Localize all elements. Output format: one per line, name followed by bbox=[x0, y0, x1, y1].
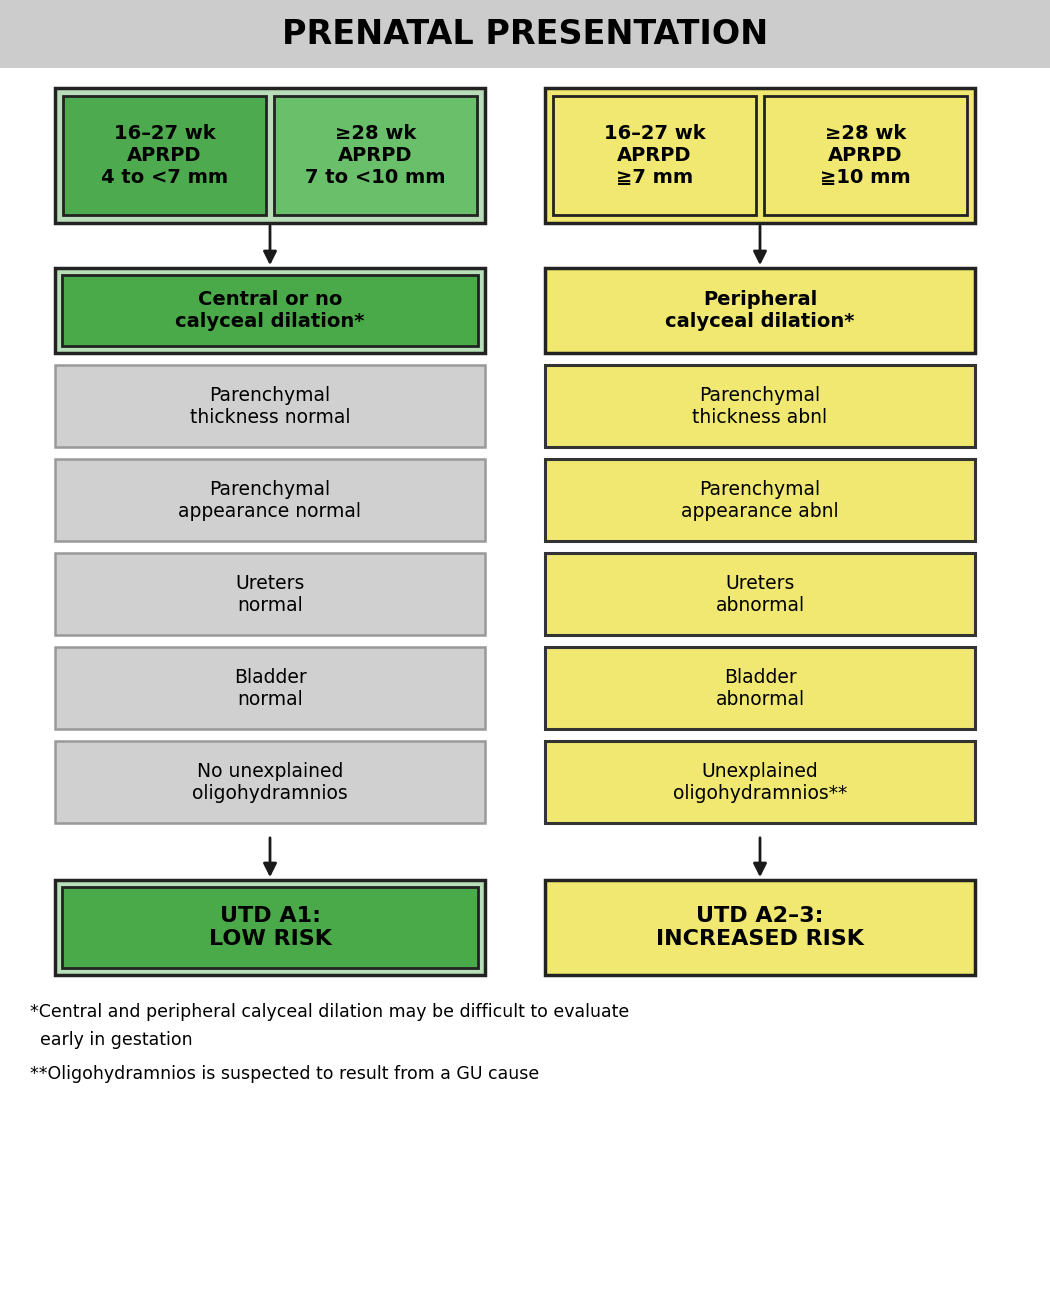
FancyBboxPatch shape bbox=[545, 366, 975, 447]
Text: Parenchymal
appearance abnl: Parenchymal appearance abnl bbox=[681, 480, 839, 521]
FancyBboxPatch shape bbox=[55, 880, 485, 974]
FancyBboxPatch shape bbox=[553, 96, 756, 214]
FancyBboxPatch shape bbox=[0, 0, 1050, 68]
FancyBboxPatch shape bbox=[55, 88, 485, 224]
Text: Central or no
calyceal dilation*: Central or no calyceal dilation* bbox=[175, 291, 364, 331]
Text: 16–27 wk
APRPD
≧7 mm: 16–27 wk APRPD ≧7 mm bbox=[604, 124, 706, 187]
Text: UTD A1:
LOW RISK: UTD A1: LOW RISK bbox=[209, 906, 332, 949]
Text: 16–27 wk
APRPD
4 to <7 mm: 16–27 wk APRPD 4 to <7 mm bbox=[101, 124, 228, 187]
Text: UTD A2–3:
INCREASED RISK: UTD A2–3: INCREASED RISK bbox=[656, 906, 864, 949]
FancyBboxPatch shape bbox=[62, 888, 478, 968]
FancyBboxPatch shape bbox=[274, 96, 477, 214]
FancyBboxPatch shape bbox=[55, 740, 485, 823]
FancyBboxPatch shape bbox=[55, 459, 485, 540]
Text: Ureters
normal: Ureters normal bbox=[235, 573, 304, 614]
Text: Bladder
abnormal: Bladder abnormal bbox=[715, 668, 804, 709]
Text: Ureters
abnormal: Ureters abnormal bbox=[715, 573, 804, 614]
FancyBboxPatch shape bbox=[545, 268, 975, 352]
FancyBboxPatch shape bbox=[545, 740, 975, 823]
FancyBboxPatch shape bbox=[545, 459, 975, 540]
FancyBboxPatch shape bbox=[545, 88, 975, 224]
Text: ≥28 wk
APRPD
7 to <10 mm: ≥28 wk APRPD 7 to <10 mm bbox=[306, 124, 446, 187]
Text: Parenchymal
appearance normal: Parenchymal appearance normal bbox=[178, 480, 361, 521]
Text: PRENATAL PRESENTATION: PRENATAL PRESENTATION bbox=[281, 17, 769, 50]
FancyBboxPatch shape bbox=[545, 647, 975, 729]
FancyBboxPatch shape bbox=[63, 96, 266, 214]
Text: No unexplained
oligohydramnios: No unexplained oligohydramnios bbox=[192, 761, 348, 802]
FancyBboxPatch shape bbox=[62, 275, 478, 346]
FancyBboxPatch shape bbox=[55, 554, 485, 635]
Text: Bladder
normal: Bladder normal bbox=[233, 668, 307, 709]
Text: Unexplained
oligohydramnios**: Unexplained oligohydramnios** bbox=[673, 761, 847, 802]
FancyBboxPatch shape bbox=[545, 554, 975, 635]
Text: Parenchymal
thickness normal: Parenchymal thickness normal bbox=[190, 385, 351, 426]
FancyBboxPatch shape bbox=[764, 96, 967, 214]
Text: early in gestation: early in gestation bbox=[40, 1031, 192, 1049]
FancyBboxPatch shape bbox=[545, 880, 975, 974]
FancyBboxPatch shape bbox=[55, 366, 485, 447]
FancyBboxPatch shape bbox=[55, 647, 485, 729]
Text: **Oligohydramnios is suspected to result from a GU cause: **Oligohydramnios is suspected to result… bbox=[30, 1065, 540, 1084]
Text: Peripheral
calyceal dilation*: Peripheral calyceal dilation* bbox=[666, 291, 855, 331]
Text: ≥28 wk
APRPD
≧10 mm: ≥28 wk APRPD ≧10 mm bbox=[820, 124, 910, 187]
FancyBboxPatch shape bbox=[55, 268, 485, 352]
Text: Parenchymal
thickness abnl: Parenchymal thickness abnl bbox=[692, 385, 827, 426]
Text: *Central and peripheral calyceal dilation may be difficult to evaluate: *Central and peripheral calyceal dilatio… bbox=[30, 1003, 629, 1020]
